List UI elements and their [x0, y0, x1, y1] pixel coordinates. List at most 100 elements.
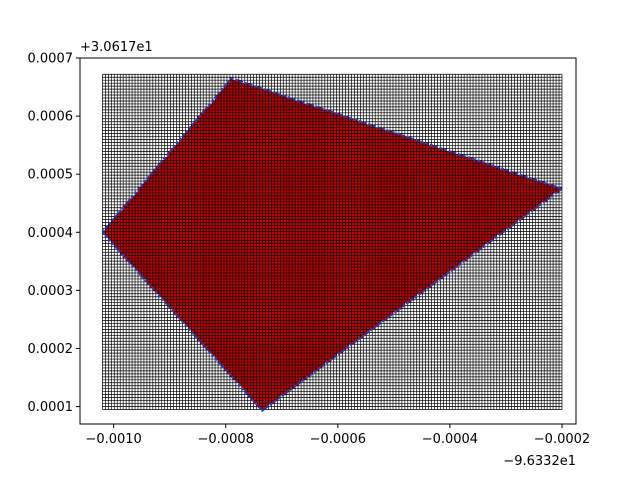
inside-cell — [244, 359, 248, 363]
inside-cell — [232, 278, 236, 282]
inside-cell — [253, 347, 257, 351]
inside-cell — [280, 207, 284, 211]
inside-cell — [218, 261, 222, 265]
inside-cell — [304, 341, 308, 345]
inside-cell — [271, 293, 275, 297]
inside-cell — [235, 359, 239, 363]
inside-cell — [250, 255, 254, 259]
inside-cell — [265, 142, 269, 146]
inside-cell — [143, 270, 147, 274]
inside-cell — [256, 210, 260, 214]
inside-cell — [307, 112, 310, 116]
inside-cell — [226, 367, 230, 371]
inside-cell — [250, 356, 254, 360]
inside-cell — [298, 341, 302, 345]
inside-cell — [247, 222, 251, 226]
inside-cell — [280, 332, 284, 336]
inside-cell — [206, 261, 210, 265]
inside-cell — [307, 157, 310, 161]
inside-cell — [176, 151, 180, 155]
inside-cell — [283, 148, 287, 152]
inside-cell — [161, 270, 165, 274]
inside-cell — [274, 106, 278, 110]
inside-cell — [298, 344, 302, 348]
inside-cell — [289, 106, 293, 110]
inside-cell — [309, 118, 313, 122]
inside-cell — [218, 163, 222, 167]
inside-cell — [229, 320, 233, 324]
inside-cell — [223, 246, 227, 250]
inside-cell — [215, 151, 219, 155]
inside-cell — [226, 284, 230, 288]
inside-cell — [283, 264, 287, 268]
inside-cell — [253, 350, 257, 354]
inside-cell — [298, 127, 302, 131]
inside-cell — [262, 145, 266, 149]
inside-cell — [149, 240, 153, 244]
inside-cell — [304, 219, 308, 223]
inside-cell — [226, 219, 230, 223]
inside-cell — [235, 347, 239, 351]
inside-cell — [244, 275, 248, 279]
inside-cell — [259, 252, 263, 256]
inside-cell — [256, 332, 260, 336]
inside-cell — [259, 192, 263, 196]
inside-cell — [203, 323, 207, 327]
inside-cell — [301, 284, 305, 288]
inside-cell — [232, 305, 236, 309]
inside-cell — [268, 195, 272, 199]
inside-cell — [238, 127, 242, 131]
inside-cell — [167, 189, 171, 193]
inside-cell — [256, 157, 260, 161]
inside-cell — [223, 314, 227, 318]
inside-cell — [256, 195, 260, 199]
inside-cell — [235, 175, 239, 179]
inside-cell — [176, 225, 180, 229]
inside-cell — [105, 228, 109, 232]
inside-cell — [191, 258, 195, 262]
inside-cell — [250, 160, 254, 164]
inside-cell — [179, 142, 183, 146]
inside-cell — [197, 228, 201, 232]
inside-cell — [274, 237, 278, 241]
inside-cell — [149, 210, 153, 214]
inside-cell — [209, 311, 213, 315]
inside-cell — [274, 213, 278, 217]
inside-cell — [173, 258, 177, 262]
inside-cell — [286, 376, 290, 380]
inside-cell — [277, 112, 281, 116]
inside-cell — [262, 311, 266, 315]
inside-cell — [309, 213, 313, 217]
inside-cell — [215, 124, 219, 128]
inside-cell — [289, 192, 293, 196]
inside-cell — [232, 370, 236, 374]
inside-cell — [221, 148, 224, 152]
inside-cell — [271, 195, 275, 199]
inside-cell — [200, 157, 204, 161]
inside-cell — [247, 356, 251, 360]
inside-cell — [146, 225, 150, 229]
inside-cell — [182, 184, 186, 187]
inside-cell — [280, 359, 284, 363]
inside-cell — [298, 109, 302, 113]
inside-cell — [304, 112, 308, 116]
inside-cell — [143, 219, 147, 223]
inside-cell — [307, 172, 310, 176]
inside-cell — [146, 267, 150, 271]
inside-cell — [307, 367, 310, 371]
inside-cell — [203, 243, 207, 247]
inside-cell — [304, 350, 308, 354]
inside-cell — [206, 234, 210, 238]
inside-cell — [152, 261, 156, 265]
inside-cell — [247, 219, 251, 223]
inside-cell — [283, 163, 287, 167]
inside-cell — [241, 350, 245, 354]
inside-cell — [218, 166, 222, 170]
inside-cell — [265, 127, 269, 131]
inside-cell — [188, 264, 192, 268]
inside-cell — [283, 367, 287, 371]
inside-cell — [164, 284, 168, 288]
inside-cell — [271, 169, 275, 173]
inside-cell — [232, 139, 236, 143]
inside-cell — [298, 350, 302, 354]
